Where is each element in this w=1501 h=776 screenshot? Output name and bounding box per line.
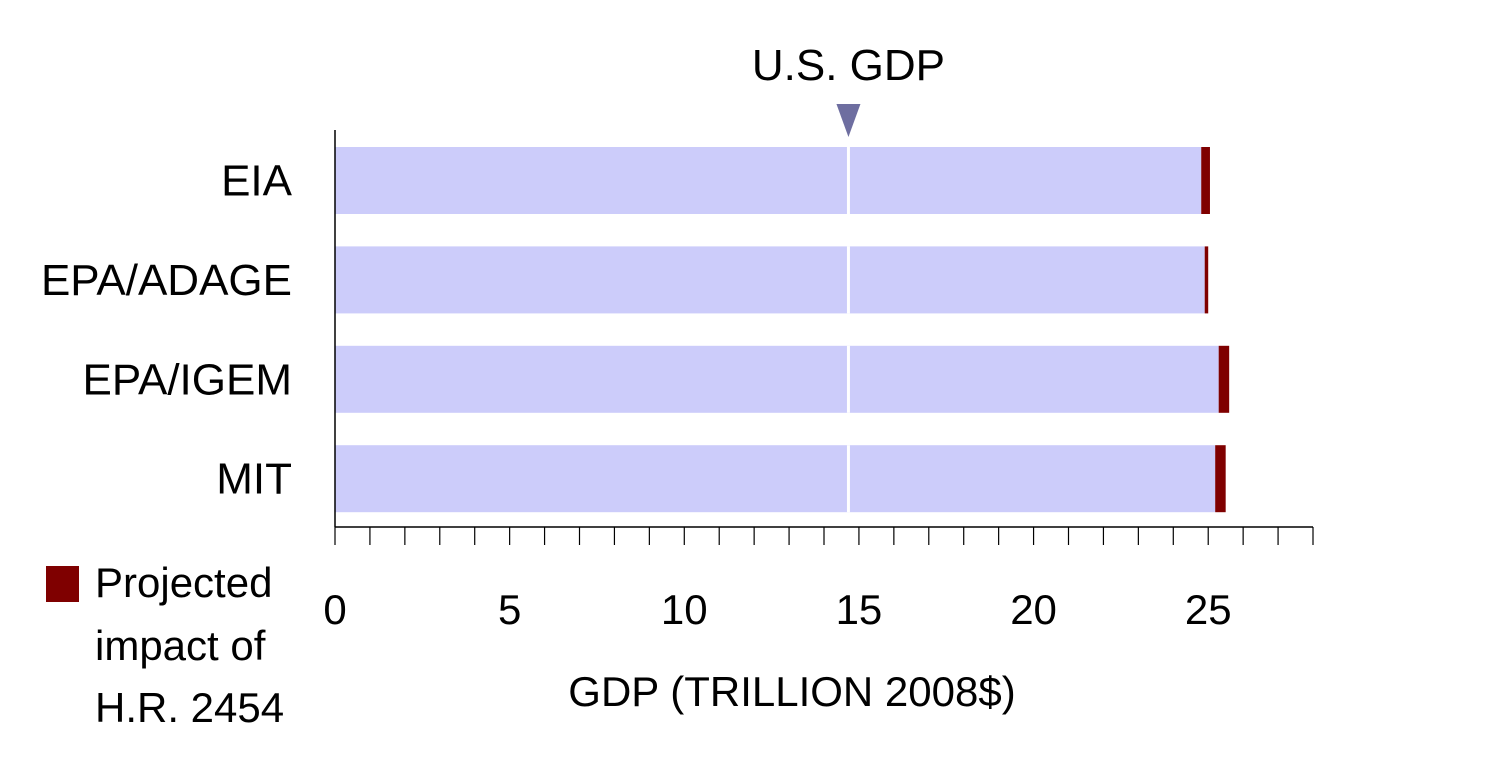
x-tick-label: 10 — [661, 586, 708, 633]
category-label: EPA/ADAGE — [41, 256, 292, 305]
x-tick-label: 0 — [323, 586, 346, 633]
legend-line-2: impact of — [95, 622, 266, 669]
reference-marker — [836, 104, 861, 137]
legend-line-3: H.R. 2454 — [95, 684, 284, 731]
bar-base — [335, 445, 1216, 513]
x-axis-title: GDP (TRILLION 2008$) — [568, 668, 1015, 715]
x-axis: GDP (TRILLION 2008$) 0 5 10 15 20 25 — [323, 130, 1314, 715]
x-tick-label: 25 — [1185, 586, 1232, 633]
category-label: MIT — [216, 455, 292, 504]
bar-impact — [1204, 246, 1209, 314]
bar-impact — [1201, 147, 1210, 214]
bar-base — [335, 345, 1219, 413]
category-label: EPA/IGEM — [83, 355, 292, 404]
legend-line-1: Projected — [95, 559, 272, 606]
reference-layer: U.S. GDP — [752, 41, 945, 513]
x-tick-label: 15 — [836, 586, 883, 633]
legend-swatch — [46, 566, 79, 602]
legend: Projected impact of H.R. 2454 — [46, 559, 284, 731]
category-label: EIA — [221, 157, 293, 206]
x-tick-label: 5 — [498, 586, 521, 633]
bars-layer: EIA EPA/ADAGE EPA/IGEM MIT — [41, 147, 1230, 513]
bar-base — [335, 147, 1202, 214]
bar-impact — [1215, 445, 1226, 513]
x-tick-label: 20 — [1010, 586, 1057, 633]
bar-base — [335, 246, 1205, 314]
reference-label: U.S. GDP — [752, 41, 945, 90]
bar-impact — [1218, 345, 1230, 413]
